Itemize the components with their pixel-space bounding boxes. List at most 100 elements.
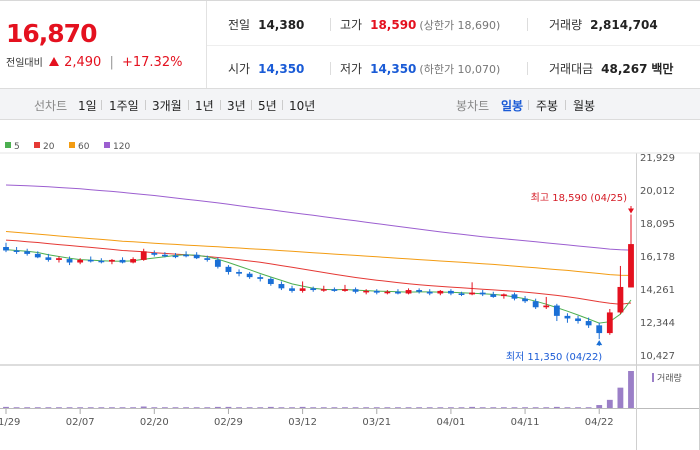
candle-body [119, 259, 126, 263]
volume-bar [119, 407, 126, 408]
candle-body [458, 293, 465, 295]
candles [3, 214, 634, 340]
change-amount: 2,490 [64, 55, 102, 70]
candle-body [13, 250, 20, 252]
candle-body [426, 291, 433, 294]
candle-body [289, 288, 295, 291]
volume-bar [479, 407, 486, 408]
stock-chart: 5 20 60 120 21,929 20,012 18,095 16,178 14,261 1… [0, 120, 700, 450]
candle-body [193, 254, 200, 259]
candle-body [543, 305, 550, 308]
candle-body [416, 290, 423, 292]
candle-body [56, 258, 62, 260]
volume-bar [183, 407, 189, 408]
volume-bar [56, 407, 62, 408]
volume-bar [278, 407, 285, 408]
x-tick-label: 04/22 [585, 417, 614, 428]
candle-body [45, 257, 52, 260]
high-marker-arrow [628, 208, 634, 214]
volume-bar [331, 407, 338, 408]
volume-bar [448, 407, 454, 408]
candle-body [363, 290, 370, 293]
volume-bar [384, 407, 391, 408]
period-daily[interactable]: 일봉 [501, 99, 524, 113]
candle-body [395, 291, 401, 294]
y-tick-label: 14,261 [640, 285, 675, 296]
volume-bar [532, 407, 539, 408]
divider [565, 100, 566, 110]
legend-swatch-60 [69, 142, 75, 148]
candle-chart-label: 봉차트 [456, 99, 490, 113]
volume-bar [426, 407, 433, 408]
candle-body [469, 292, 476, 295]
period-monthly[interactable]: 월봉 [573, 99, 596, 113]
candle-body [87, 259, 94, 262]
volume-bar [193, 407, 200, 408]
volume-bar [469, 406, 476, 408]
volume-bar [109, 407, 115, 408]
candle-body [34, 253, 41, 258]
divider [101, 100, 102, 110]
divider [282, 100, 283, 110]
period-1year[interactable]: 1년 [195, 99, 214, 113]
volume-bar [225, 406, 232, 408]
x-axis: 01/29 02/07 02/20 02/29 03/12 03/21 04/01 04/11… [0, 409, 614, 428]
candle-body [161, 254, 168, 257]
volume-bar [299, 406, 306, 408]
x-tick-label: 03/21 [362, 417, 391, 428]
divider [188, 100, 189, 110]
candle-body [77, 259, 84, 263]
candle-body [172, 255, 179, 258]
volume-bar [257, 407, 264, 408]
up-arrow-icon [48, 57, 59, 66]
candle-body [532, 301, 539, 308]
y-tick-label: 20,012 [640, 186, 675, 197]
line-chart-label: 선차트 [34, 99, 68, 113]
chart-toolbar: 선차트 1일 1주일 3개월 1년 3년 5년 10년 봉차트 일봉 주봉 월봉 [0, 88, 700, 120]
legend-swatch-5 [5, 142, 11, 148]
candle-body [299, 288, 306, 291]
stat-prev-close: 전일 14,380 [228, 18, 305, 32]
stat-volume: 거래량 2,814,704 [549, 18, 658, 32]
volume-bar [267, 406, 274, 408]
y-tick-label: 21,929 [640, 153, 675, 164]
period-5year[interactable]: 5년 [258, 99, 277, 113]
volume-bar [214, 406, 221, 408]
volume-bar [236, 407, 242, 408]
volume-bar [246, 407, 253, 408]
candle-body [405, 290, 412, 294]
period-weekly[interactable]: 주봉 [536, 99, 559, 113]
volume-legend-label: 거래량 [657, 372, 682, 384]
stat-amount: 거래대금 48,267 백만 [549, 62, 674, 76]
period-1day[interactable]: 1일 [78, 99, 97, 113]
candle-body [3, 247, 9, 251]
volume-bar [45, 407, 52, 408]
divider [251, 100, 252, 110]
period-3month[interactable]: 3개월 [152, 99, 182, 113]
quote-panel: 16,870 전일대비 2,490 | +17.32% 전일 14,380 고가 1… [0, 0, 700, 89]
candle-body [384, 291, 391, 294]
volume-bar [310, 407, 317, 408]
volume-bar [13, 407, 20, 408]
volume-bar [172, 407, 179, 408]
candle-body [214, 259, 221, 267]
x-tick-label: 01/29 [0, 417, 20, 428]
candle-body [66, 259, 73, 263]
volume-bar [543, 407, 550, 408]
volume-bar [522, 407, 528, 408]
volume-bar [130, 407, 137, 408]
candle-body [183, 254, 189, 257]
candle-body [553, 305, 560, 316]
volume-bar [606, 399, 613, 408]
candle-body [151, 253, 158, 255]
period-10year[interactable]: 10년 [289, 99, 316, 113]
candle-body [278, 284, 285, 289]
ma-line-60 [5, 231, 632, 276]
change-percent: +17.32% [121, 55, 183, 70]
period-1week[interactable]: 1주일 [109, 99, 139, 113]
period-3year[interactable]: 3년 [227, 99, 246, 113]
change-row: 전일대비 2,490 | +17.32% [6, 54, 182, 70]
legend-swatch-20 [34, 142, 40, 148]
chart-svg: 5 20 60 120 21,929 20,012 18,095 16,178 14,261 1… [0, 142, 700, 450]
volume-bar [77, 407, 84, 408]
